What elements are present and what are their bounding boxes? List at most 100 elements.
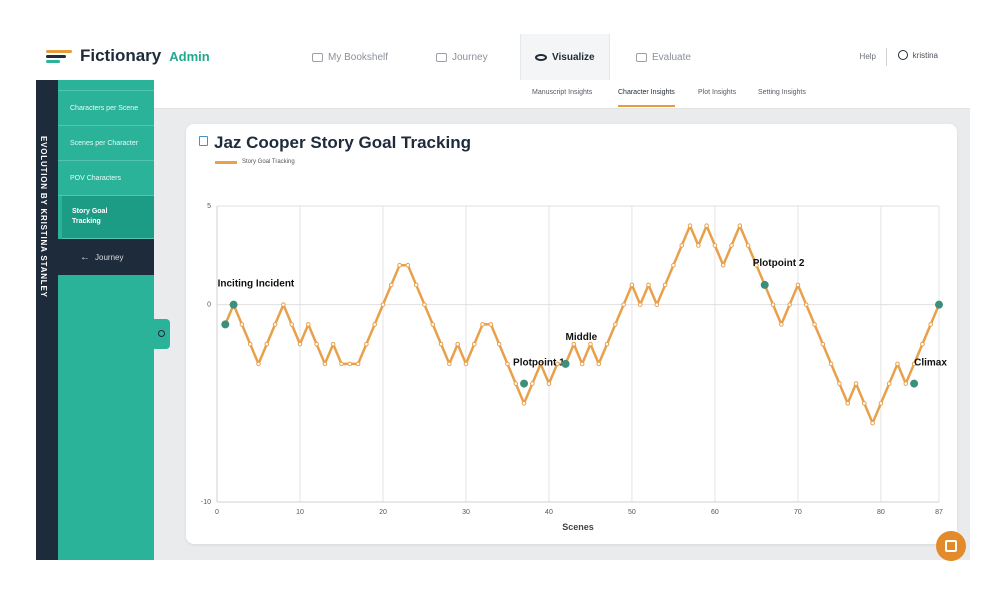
nav-evaluate[interactable]: Evaluate — [636, 34, 691, 80]
legend-swatch — [215, 160, 237, 164]
data-point — [480, 322, 485, 327]
help-link[interactable]: Help — [859, 52, 876, 61]
milestone-point — [910, 379, 919, 388]
data-point — [920, 341, 925, 347]
x-tick-label: 80 — [877, 509, 885, 516]
data-point — [405, 262, 411, 268]
tab-setting-insights[interactable]: Setting Insights — [758, 89, 806, 96]
tab-manuscript-insights[interactable]: Manuscript Insights — [532, 89, 593, 96]
data-point — [447, 361, 452, 367]
vertical-title: EVOLUTION BY KRISTINA STANLEY — [39, 136, 48, 298]
chat-icon — [945, 540, 957, 552]
milestone-point — [229, 300, 238, 309]
milestone-point — [561, 359, 570, 368]
data-point — [770, 302, 776, 307]
data-point — [388, 282, 394, 288]
data-point — [438, 341, 444, 347]
data-point — [471, 341, 477, 347]
milestone-label: Climax — [914, 358, 947, 369]
nav-my-bookshelf[interactable]: My Bookshelf — [312, 34, 388, 80]
data-point — [513, 381, 519, 386]
data-point — [455, 341, 460, 347]
x-tick-label: 70 — [794, 509, 802, 516]
data-point — [397, 262, 402, 268]
chart-legend[interactable]: Story Goal Tracking — [215, 159, 295, 165]
data-point — [637, 302, 643, 307]
brand-admin-label: Admin — [169, 48, 210, 64]
sidebar-toggle-button[interactable] — [154, 319, 170, 349]
arrow-left-icon: ← — [80, 251, 90, 263]
data-point — [720, 262, 726, 268]
tab-character-insights[interactable]: Character Insights — [618, 89, 675, 107]
y-tick-label: 0 — [207, 302, 211, 309]
user-menu[interactable]: kristina — [897, 50, 938, 60]
data-point — [505, 361, 510, 367]
tab-plot-insights[interactable]: Plot Insights — [698, 89, 737, 96]
data-point — [364, 341, 369, 347]
app-window: Fictionary Admin My Bookshelf Journey Vi… — [36, 34, 970, 560]
data-point — [862, 401, 867, 406]
data-point — [878, 401, 884, 406]
milestone-label: Plotpoint 2 — [753, 258, 805, 269]
data-point — [903, 381, 909, 386]
data-point — [289, 322, 294, 327]
data-point — [845, 401, 851, 406]
x-tick-label: 50 — [628, 509, 636, 516]
data-point — [613, 322, 618, 327]
data-point — [496, 341, 502, 347]
chat-button[interactable] — [936, 531, 966, 561]
sidebar-journey-link[interactable]: ← Journey — [58, 239, 154, 275]
logo[interactable]: Fictionary Admin — [46, 46, 210, 66]
nav-visualize[interactable]: Visualize — [520, 34, 610, 80]
sidebar-item-label: Characters per Scene — [70, 104, 139, 112]
map-icon — [436, 52, 447, 62]
data-point — [729, 243, 734, 248]
y-tick-label: -10 — [201, 499, 211, 506]
top-navbar: Fictionary Admin My Bookshelf Journey Vi… — [36, 34, 970, 81]
sidebar-item-story-goal-tracking[interactable]: Story Goal Tracking — [62, 196, 154, 239]
sidebar-item-pov-characters[interactable]: POV Characters — [58, 161, 154, 196]
data-point — [281, 302, 286, 307]
data-point — [712, 243, 718, 248]
data-point — [895, 361, 900, 367]
data-point — [521, 401, 527, 406]
data-point — [422, 302, 427, 307]
sidebar-item-label: POV Characters — [70, 174, 121, 182]
data-point — [530, 381, 535, 386]
milestone-label: Inciting Incident — [218, 279, 295, 290]
data-point — [646, 282, 651, 288]
x-tick-label: 30 — [462, 509, 470, 516]
data-point — [795, 282, 801, 288]
info-icon[interactable] — [199, 136, 208, 146]
sidebar-item-characters-per-scene[interactable]: Characters per Scene — [58, 90, 154, 126]
milestone-point — [520, 379, 529, 388]
insights-subnav: Manuscript Insights Character Insights P… — [154, 80, 970, 109]
data-point — [463, 361, 469, 367]
chart-card: Jaz Cooper Story Goal Tracking Story Goa… — [186, 124, 957, 544]
milestone-label: Plotpoint 1 — [513, 358, 565, 369]
sidebar-item-scenes-per-character[interactable]: Scenes per Character — [58, 126, 154, 161]
data-point — [870, 420, 875, 426]
data-point — [330, 341, 336, 347]
data-point — [347, 361, 353, 367]
data-point — [828, 361, 834, 367]
data-point — [322, 361, 328, 367]
bookshelf-icon — [312, 52, 323, 62]
data-point — [256, 361, 261, 367]
data-point — [239, 322, 245, 327]
x-axis-title: Scenes — [562, 522, 594, 532]
y-tick-label: 5 — [207, 203, 211, 210]
data-point — [488, 322, 494, 327]
sidebar-item-label: Scenes per Character — [70, 139, 139, 147]
data-point — [355, 361, 361, 367]
x-tick-label: 0 — [215, 509, 219, 516]
nav-my-bookshelf-label: My Bookshelf — [328, 51, 389, 63]
data-point — [264, 341, 270, 347]
data-point — [413, 282, 419, 288]
data-point — [538, 361, 543, 367]
nav-journey[interactable]: Journey — [436, 34, 488, 80]
nav-evaluate-label: Evaluate — [652, 51, 691, 63]
start-point — [221, 320, 230, 329]
data-point — [604, 341, 610, 347]
